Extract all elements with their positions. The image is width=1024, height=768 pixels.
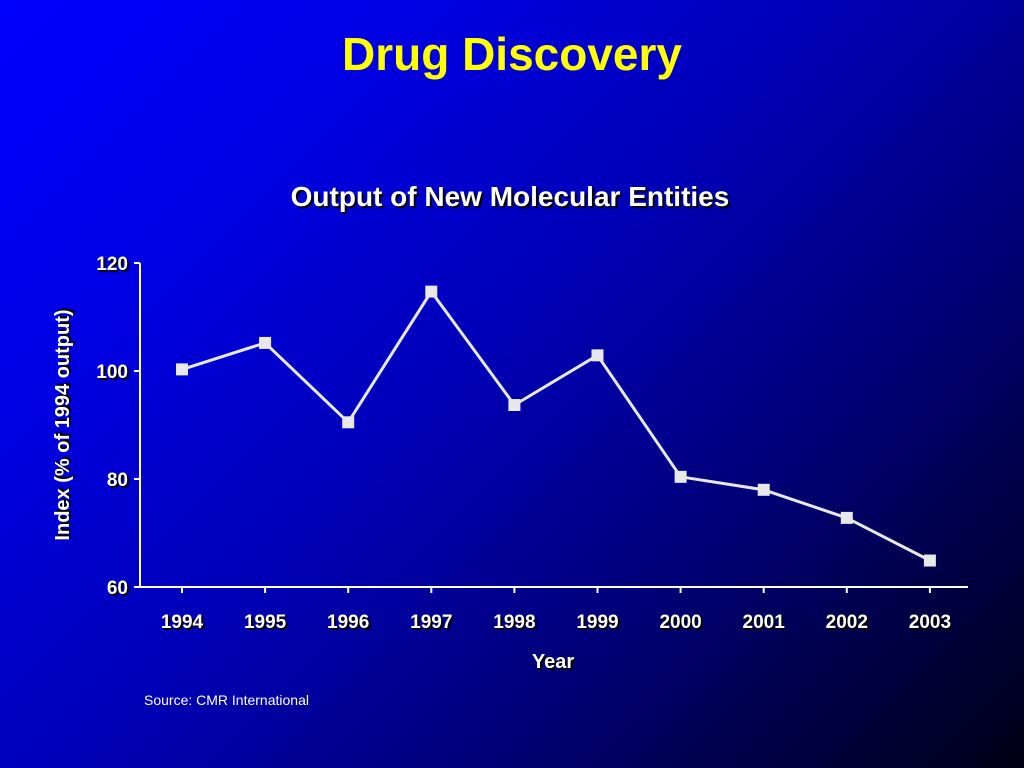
x-tick-label: 1996 (327, 612, 369, 633)
x-tick-label: 1995 (244, 612, 287, 633)
y-axis-ticks: 60 80 100 120 (96, 254, 140, 599)
data-point-marker (508, 399, 521, 412)
slide-title: Drug Discovery (341, 28, 682, 80)
data-point-marker (342, 416, 355, 429)
chart-title: Output of New Molecular Entities (291, 181, 730, 212)
x-tick-label: 2000 (659, 612, 701, 633)
x-axis-ticks: 1994 1995 1996 1997 1998 1999 2000 2001 2002 2003 (161, 587, 951, 633)
y-tick-label: 80 (107, 470, 128, 491)
x-tick-label: 1994 (161, 612, 204, 633)
data-point-marker (757, 483, 770, 496)
data-point-marker (425, 285, 438, 298)
x-tick-label: 1998 (493, 612, 535, 633)
source-note: Source: CMR International (144, 692, 309, 708)
data-point-marker (259, 336, 272, 349)
x-tick-label: 2001 (743, 612, 786, 633)
y-tick-label: 120 (96, 254, 128, 275)
x-tick-label: 1997 (410, 612, 452, 633)
x-axis-label: Year (532, 651, 574, 673)
data-point-marker (923, 554, 936, 567)
y-axis-label: Index (% of 1994 output) (52, 309, 74, 540)
data-point-marker (674, 470, 687, 483)
series-group (176, 285, 936, 567)
x-tick-label: 2002 (826, 612, 868, 633)
y-tick-label: 60 (107, 578, 128, 599)
data-point-marker (176, 363, 188, 376)
data-point-marker (840, 511, 853, 524)
x-tick-label: 2003 (909, 612, 951, 633)
series-line (181, 290, 931, 562)
y-tick-label: 100 (96, 362, 128, 383)
x-tick-label: 1999 (576, 612, 618, 633)
data-point-marker (591, 349, 604, 362)
